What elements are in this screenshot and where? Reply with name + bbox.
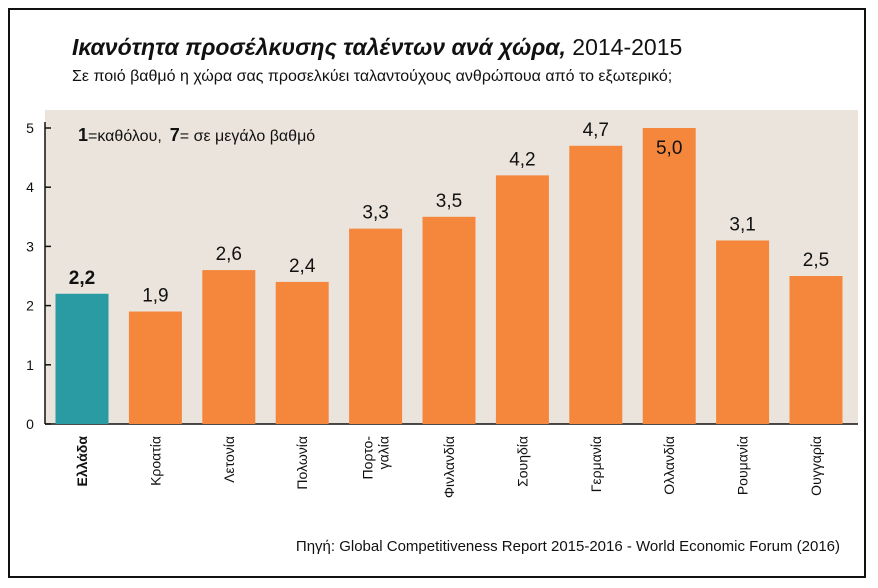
y-tick-label: 3: [26, 238, 34, 254]
y-tick-label: 5: [26, 120, 34, 136]
data-label: 3,1: [729, 214, 755, 235]
category-label: Κροατία: [147, 436, 163, 486]
y-tick-label: 4: [26, 179, 34, 195]
chart-title: Ικανότητα προσέλκυσης ταλέντων ανά χώρα,…: [72, 34, 682, 61]
bar: [275, 281, 329, 424]
bar: [642, 128, 696, 424]
bar: [789, 276, 843, 424]
data-label: 2,2: [69, 268, 95, 289]
category-label-line: Πορτο-: [360, 436, 376, 480]
category-label-line: Ολλανδία: [661, 436, 677, 495]
data-label: 4,2: [509, 149, 535, 170]
chart-title-main: Ικανότητα προσέλκυσης ταλέντων ανά χώρα,: [72, 34, 566, 60]
category-label-line: Φινλανδία: [441, 436, 457, 498]
data-label: 4,7: [583, 120, 609, 141]
source-note: Πηγή: Global Competitiveness Report 2015…: [295, 538, 840, 555]
category-label-line: Πολωνία: [294, 436, 310, 490]
data-label: 1,9: [142, 286, 168, 307]
category-label: Γερμανία: [588, 436, 604, 492]
category-label-line: Ρουμανία: [735, 436, 751, 495]
bar: [716, 240, 770, 424]
category-label: Ουγγαρία: [808, 436, 824, 496]
data-label: 3,3: [362, 203, 388, 224]
chart-subtitle: Σε ποιό βαθμό η χώρα σας προσελκύει ταλα…: [72, 68, 673, 85]
bar: [128, 311, 182, 424]
y-tick-label: 1: [26, 357, 34, 373]
scale-note-high-text: = σε μεγάλο βαθμό: [180, 128, 316, 145]
category-label-line: Ελλάδα: [74, 436, 90, 487]
data-label: 2,5: [803, 250, 829, 271]
category-label: Φινλανδία: [441, 436, 457, 498]
scale-note-high-key: 7: [170, 125, 180, 145]
data-label: 5,0: [656, 138, 682, 159]
category-label: Ρουμανία: [735, 436, 751, 495]
bar: [422, 216, 476, 424]
bar: [495, 175, 549, 424]
category-label: Πολωνία: [294, 436, 310, 490]
category-label-line: γαλία: [376, 436, 392, 469]
category-label: Σουηδία: [514, 436, 530, 487]
y-tick-label: 2: [26, 298, 34, 314]
bar: [55, 293, 109, 424]
data-label: 3,5: [436, 191, 462, 212]
scale-note: 1=καθόλου, 7= σε μεγάλο βαθμό: [78, 125, 315, 145]
y-tick-label: 0: [26, 416, 34, 432]
scale-note-low-key: 1: [78, 125, 88, 145]
bar: [349, 228, 403, 424]
chart-title-years: 2014-2015: [572, 34, 683, 60]
data-label: 2,4: [289, 256, 316, 277]
category-label: Ελλάδα: [74, 436, 90, 487]
category-label: Ολλανδία: [661, 436, 677, 495]
category-label-line: Ουγγαρία: [808, 436, 824, 496]
bar: [202, 270, 256, 424]
data-label: 2,6: [216, 244, 242, 265]
category-label: Λετονία: [221, 436, 237, 483]
category-label-line: Λετονία: [221, 436, 237, 483]
category-label-line: Κροατία: [147, 436, 163, 486]
category-label: Πορτο-γαλία: [360, 436, 392, 480]
scale-note-low-text: =καθόλου,: [88, 128, 162, 145]
bar: [569, 145, 623, 424]
category-label-line: Σουηδία: [514, 436, 530, 487]
category-label-line: Γερμανία: [588, 436, 604, 492]
